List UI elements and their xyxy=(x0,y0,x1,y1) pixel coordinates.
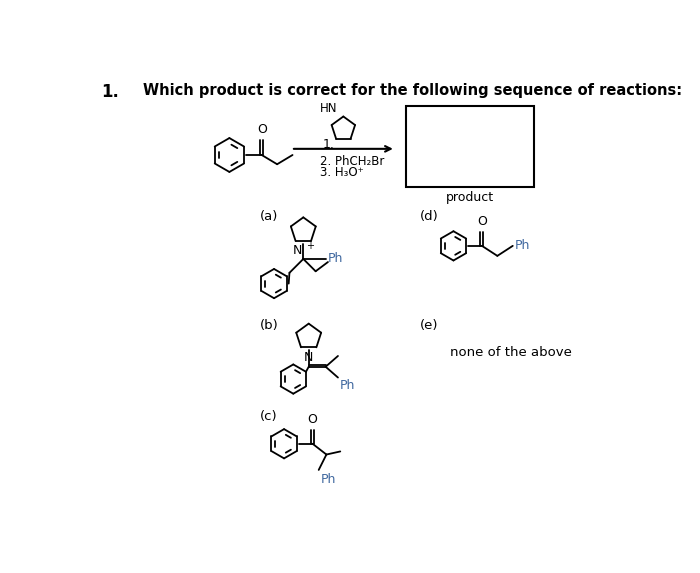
Text: O: O xyxy=(307,413,318,426)
Text: (c): (c) xyxy=(260,410,278,423)
Text: N: N xyxy=(304,351,314,364)
Text: none of the above: none of the above xyxy=(449,346,571,359)
Text: 1.: 1. xyxy=(101,83,119,101)
Text: HN: HN xyxy=(320,102,337,115)
Text: Ph: Ph xyxy=(340,379,355,392)
Text: (a): (a) xyxy=(260,210,279,223)
Text: Ph: Ph xyxy=(514,238,530,252)
Text: 2. PhCH₂Br: 2. PhCH₂Br xyxy=(321,155,384,168)
Bar xyxy=(407,106,533,187)
Text: 3. H₃O⁺: 3. H₃O⁺ xyxy=(321,166,364,179)
Text: O: O xyxy=(477,215,487,228)
Text: (b): (b) xyxy=(260,319,279,332)
Text: Which product is correct for the following sequence of reactions:: Which product is correct for the followi… xyxy=(143,83,682,97)
Text: 1.: 1. xyxy=(323,138,335,151)
Text: Ph: Ph xyxy=(328,253,343,265)
Text: +: + xyxy=(306,241,314,251)
Text: (d): (d) xyxy=(420,210,439,223)
Text: Ph: Ph xyxy=(321,473,335,486)
Text: product: product xyxy=(446,191,494,204)
Text: (e): (e) xyxy=(420,319,439,332)
Text: N: N xyxy=(293,244,302,257)
Text: O: O xyxy=(257,123,267,136)
